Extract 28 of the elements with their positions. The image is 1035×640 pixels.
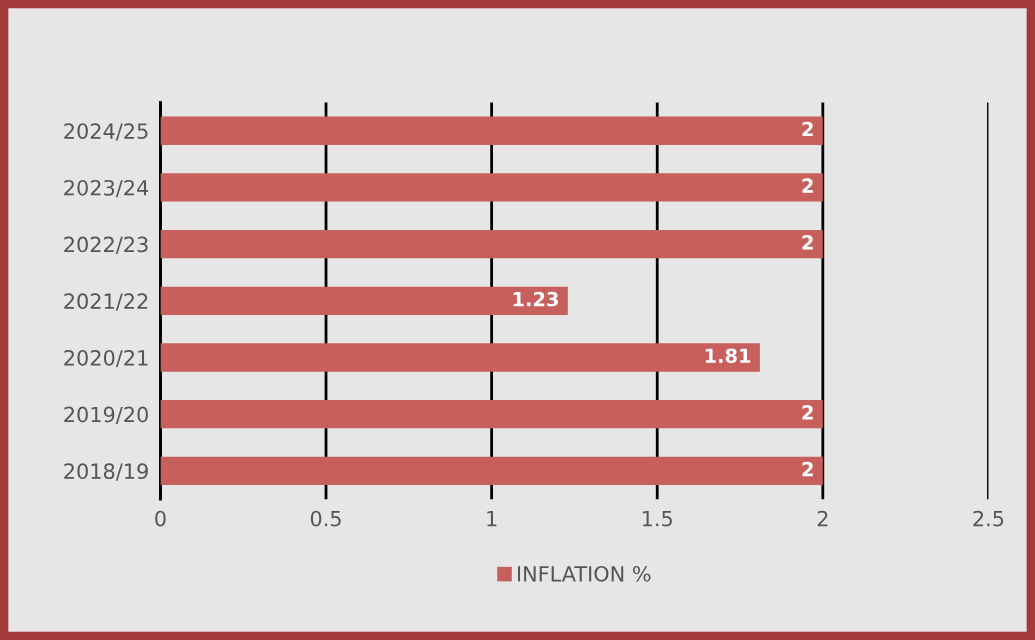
x-tick-label: 2 [817,510,828,527]
data-label: 2 [802,178,813,193]
y-tick-label: 2020/21 [64,349,148,368]
data-label: 2 [802,235,813,250]
data-label: 1.81 [705,348,751,364]
legend-label: INFLATION % [517,565,651,582]
x-tick-label: 2.5 [973,510,1004,527]
y-tick-label: 2024/25 [64,123,148,141]
data-label: 2 [802,405,813,420]
bar [160,343,760,372]
bar [160,229,823,259]
bar [160,456,823,486]
bar [160,116,823,145]
bar [160,173,823,202]
data-label: 2 [802,121,813,137]
x-tick-label: 0.5 [310,510,341,527]
x-tick-label: 1 [487,510,497,527]
data-label: 2 [802,461,813,477]
y-tick-label: 2023/24 [64,179,149,198]
y-tick-label: 2019/20 [64,406,148,425]
x-tick-label: 0 [155,510,166,527]
bar [160,286,568,315]
x-tick-label: 1.5 [642,510,672,527]
y-tick-label: 2018/19 [64,463,148,481]
y-tick-label: 2022/23 [64,236,148,254]
y-tick-label: 2021/22 [64,293,148,311]
bar [160,400,823,429]
data-label: 1.23 [513,291,558,307]
